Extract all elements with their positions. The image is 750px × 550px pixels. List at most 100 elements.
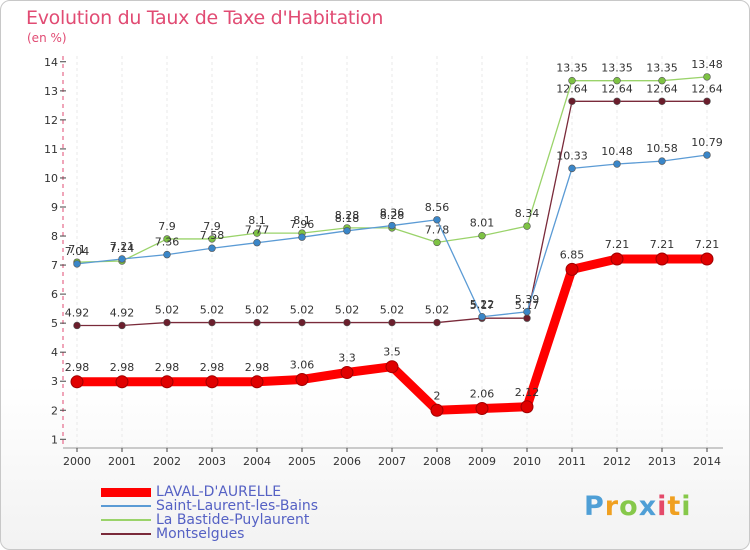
data-point (340, 366, 354, 380)
data-label: 5.02 (290, 304, 315, 317)
y-tick-label: 4 (51, 346, 58, 359)
proxiti-logo: Proxiti (584, 491, 692, 522)
legend-swatch (101, 533, 151, 535)
data-point (163, 250, 171, 259)
data-label: 2.98 (200, 361, 225, 374)
legend-swatch (101, 487, 151, 497)
x-tick-label: 2005 (288, 455, 316, 468)
data-point (703, 73, 711, 81)
data-label: 12.64 (556, 82, 588, 95)
data-point (295, 372, 309, 386)
data-point (658, 157, 666, 165)
data-point (70, 375, 84, 389)
data-label: 7.9 (158, 220, 176, 233)
data-point (205, 375, 219, 389)
data-label: 5.22 (470, 298, 495, 311)
data-point (613, 160, 621, 168)
legend-label: LAVAL-D'AURELLE (156, 484, 282, 500)
data-label: 8.1 (248, 214, 266, 227)
data-point (433, 238, 441, 247)
data-point (568, 97, 576, 105)
data-label: 7.04 (65, 245, 90, 258)
data-label: 13.35 (556, 62, 588, 75)
logo-letter: i (657, 491, 668, 522)
data-point (613, 76, 621, 85)
data-label: 3.5 (383, 346, 401, 359)
data-label: 5.02 (155, 304, 180, 317)
data-point (520, 400, 534, 414)
data-label: 7.1 (68, 243, 86, 256)
data-point (388, 221, 396, 230)
data-label: 7.36 (155, 236, 180, 249)
y-tick-label: 9 (51, 201, 58, 214)
data-point (433, 318, 441, 327)
legend-swatch (101, 505, 151, 507)
data-label: 2.98 (65, 361, 90, 374)
data-label: 10.79 (691, 136, 723, 149)
y-tick-label: 2 (51, 404, 58, 417)
data-label: 13.48 (691, 58, 723, 71)
data-label: 12.64 (601, 82, 633, 95)
data-point (163, 318, 171, 327)
x-tick-label: 2001 (108, 455, 136, 468)
data-point (703, 151, 711, 159)
data-label: 5.02 (380, 304, 405, 317)
data-label: 5.17 (515, 299, 540, 312)
data-point (208, 244, 216, 252)
data-label: 2.06 (470, 388, 495, 401)
data-point (253, 239, 261, 247)
data-label: 5.02 (425, 304, 450, 317)
data-point (613, 97, 621, 105)
y-tick-label: 7 (51, 259, 58, 272)
data-point (250, 375, 264, 389)
data-point (118, 321, 126, 330)
y-tick-label: 1 (51, 433, 58, 446)
data-label: 7.21 (605, 238, 630, 251)
data-point (163, 235, 171, 243)
x-tick-label: 2012 (603, 455, 631, 468)
data-label: 2.98 (110, 361, 135, 374)
logo-letter: P (584, 491, 605, 522)
x-tick-label: 2009 (468, 455, 496, 468)
data-label: 3.3 (338, 352, 356, 365)
y-tick-label: 12 (44, 114, 58, 127)
data-label: 7.77 (245, 224, 270, 237)
x-tick-label: 2014 (693, 455, 721, 468)
y-tick-label: 11 (44, 143, 58, 156)
data-point (343, 318, 351, 327)
data-point (703, 97, 711, 105)
logo-letter: x (638, 491, 658, 522)
data-label: 8.28 (335, 209, 360, 222)
data-label: 3.06 (290, 358, 315, 371)
y-tick-label: 10 (44, 172, 58, 185)
data-point (658, 97, 666, 105)
data-label: 8.36 (380, 207, 405, 220)
data-label: 8.34 (515, 207, 540, 220)
data-point (700, 252, 714, 266)
data-label: 4.92 (65, 306, 90, 319)
data-label: 12.64 (691, 82, 723, 95)
data-point (388, 318, 396, 327)
data-point (523, 222, 531, 230)
legend-item: Montselgues (101, 527, 244, 541)
data-label: 13.35 (646, 62, 678, 75)
data-label: 2.98 (155, 361, 180, 374)
data-point (655, 252, 669, 266)
y-tick-label: 3 (51, 375, 58, 388)
chart-subtitle: (en %) (27, 31, 67, 45)
data-label: 5.02 (200, 304, 225, 317)
data-point (208, 318, 216, 327)
y-tick-label: 13 (44, 85, 58, 98)
data-label: 5.02 (245, 304, 270, 317)
data-label: 7.21 (695, 238, 720, 251)
x-tick-label: 2007 (378, 455, 406, 468)
data-label: 5.02 (335, 304, 360, 317)
x-tick-label: 2006 (333, 455, 361, 468)
legend-item: LAVAL-D'AURELLE (101, 485, 281, 499)
data-label: 12.64 (646, 82, 678, 95)
data-point (433, 216, 441, 224)
data-label: 10.58 (646, 142, 678, 155)
data-point (208, 235, 216, 243)
data-label: 7.14 (110, 242, 135, 255)
